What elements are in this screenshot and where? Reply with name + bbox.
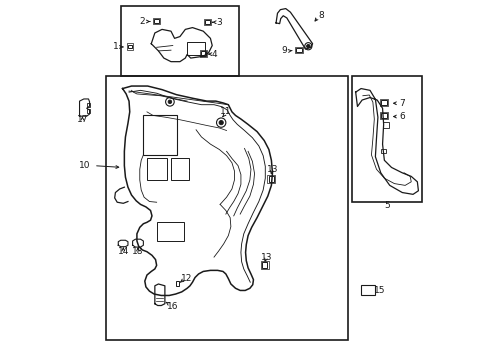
Bar [381,100,386,105]
Circle shape [168,100,171,104]
Text: 15: 15 [373,286,385,295]
Text: 2: 2 [139,17,145,26]
Bar [128,45,132,48]
Text: 4: 4 [211,50,216,59]
Bar [106,76,348,339]
Text: 13: 13 [267,166,278,175]
Bar [153,18,160,24]
Text: 10: 10 [79,161,90,170]
Text: 16: 16 [167,302,178,311]
Circle shape [219,121,223,125]
Bar [381,113,386,118]
Bar [171,158,189,180]
Bar [143,116,177,155]
Text: 6: 6 [399,112,405,121]
Text: 18: 18 [132,247,143,256]
Bar [86,109,90,113]
Text: 14: 14 [117,247,129,256]
Bar [126,43,133,50]
Text: 17: 17 [77,115,88,124]
Bar [267,175,275,183]
Text: 1: 1 [112,42,118,51]
Bar [175,281,179,286]
Bar [380,149,386,153]
Bar [260,261,268,269]
Bar [201,51,205,55]
Bar [380,112,387,119]
Bar [154,19,159,23]
Text: 11: 11 [220,107,231,116]
Text: 5: 5 [383,201,389,210]
Bar [268,176,274,182]
Bar [380,99,387,106]
Text: 13: 13 [261,253,272,262]
Circle shape [306,44,309,48]
Bar [121,6,239,76]
Bar [147,158,166,180]
Text: 3: 3 [216,18,222,27]
Bar [360,285,374,296]
Text: 9: 9 [281,46,287,55]
Bar [295,46,303,53]
Bar [203,19,211,25]
Bar [86,103,90,107]
Text: 8: 8 [318,10,324,19]
Bar [296,48,302,52]
Bar [187,41,204,55]
Bar [156,222,183,241]
Bar [351,76,421,202]
Bar [382,122,388,128]
Text: 12: 12 [181,274,192,283]
Bar [199,50,206,57]
Bar [261,262,267,268]
Bar [204,20,210,24]
Text: 7: 7 [399,99,405,108]
